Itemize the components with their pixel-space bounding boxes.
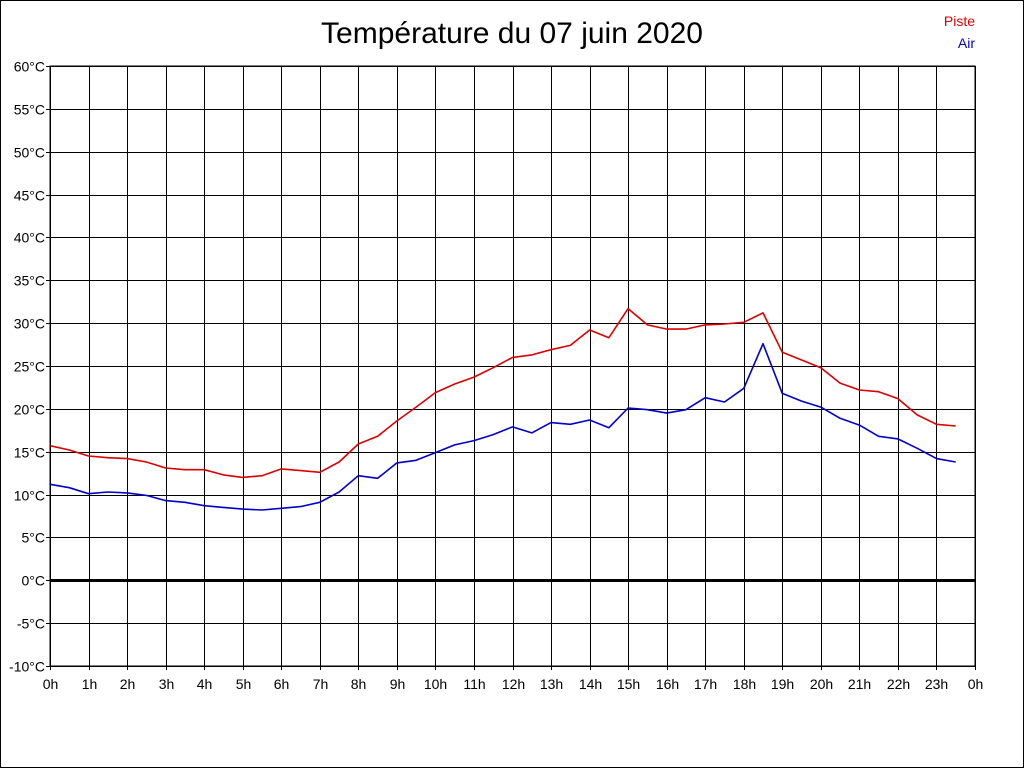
- y-tick-label: 50°C: [14, 145, 45, 161]
- x-tick-label: 5h: [236, 676, 252, 692]
- x-tick-label: 17h: [694, 676, 717, 692]
- y-tick-label: 35°C: [14, 273, 45, 289]
- x-tick-label: 10h: [424, 676, 447, 692]
- x-tick-label: 0h: [968, 676, 984, 692]
- series-line-air: [49, 342, 956, 511]
- y-tick-label: -5°C: [17, 616, 45, 632]
- y-tick-label: -10°C: [9, 659, 45, 675]
- x-tick-label: 22h: [887, 676, 910, 692]
- x-tick-label: 23h: [925, 676, 948, 692]
- y-tick-label: 30°C: [14, 316, 45, 332]
- y-tick-label: 40°C: [14, 230, 45, 246]
- x-tick-label: 2h: [120, 676, 136, 692]
- series-line-piste: [49, 307, 956, 479]
- chart-title: Température du 07 juin 2020: [321, 17, 703, 50]
- x-tick-label: 1h: [82, 676, 98, 692]
- x-tick-label: 18h: [733, 676, 756, 692]
- y-tick-label: 55°C: [14, 102, 45, 118]
- y-tick-label: 0°C: [22, 573, 46, 589]
- x-tick-label: 20h: [810, 676, 833, 692]
- y-tick-label: 60°C: [14, 59, 45, 75]
- x-tick-label: 7h: [313, 676, 329, 692]
- x-tick-label: 9h: [390, 676, 406, 692]
- x-tick-label: 12h: [502, 676, 525, 692]
- x-tick-label: 21h: [848, 676, 871, 692]
- x-tick-label: 3h: [159, 676, 175, 692]
- x-tick-label: 16h: [656, 676, 679, 692]
- y-tick-label: 25°C: [14, 359, 45, 375]
- legend-air: Air: [957, 35, 975, 51]
- x-tick-label: 4h: [197, 676, 213, 692]
- y-tick-label: 15°C: [14, 445, 45, 461]
- y-tick-label: 5°C: [22, 530, 46, 546]
- x-tick-label: 15h: [617, 676, 640, 692]
- y-tick-label: 20°C: [14, 402, 45, 418]
- x-tick-label: 11h: [463, 676, 485, 692]
- x-tick-label: 8h: [351, 676, 367, 692]
- x-tick-label: 6h: [274, 676, 290, 692]
- x-tick-label: 13h: [540, 676, 563, 692]
- y-tick-label: 10°C: [14, 488, 45, 504]
- legend-piste: Piste: [943, 13, 975, 29]
- x-tick-label: 19h: [771, 676, 794, 692]
- x-tick-label: 0h: [43, 676, 59, 692]
- x-tick-label: 14h: [579, 676, 602, 692]
- y-tick-label: 45°C: [14, 188, 45, 204]
